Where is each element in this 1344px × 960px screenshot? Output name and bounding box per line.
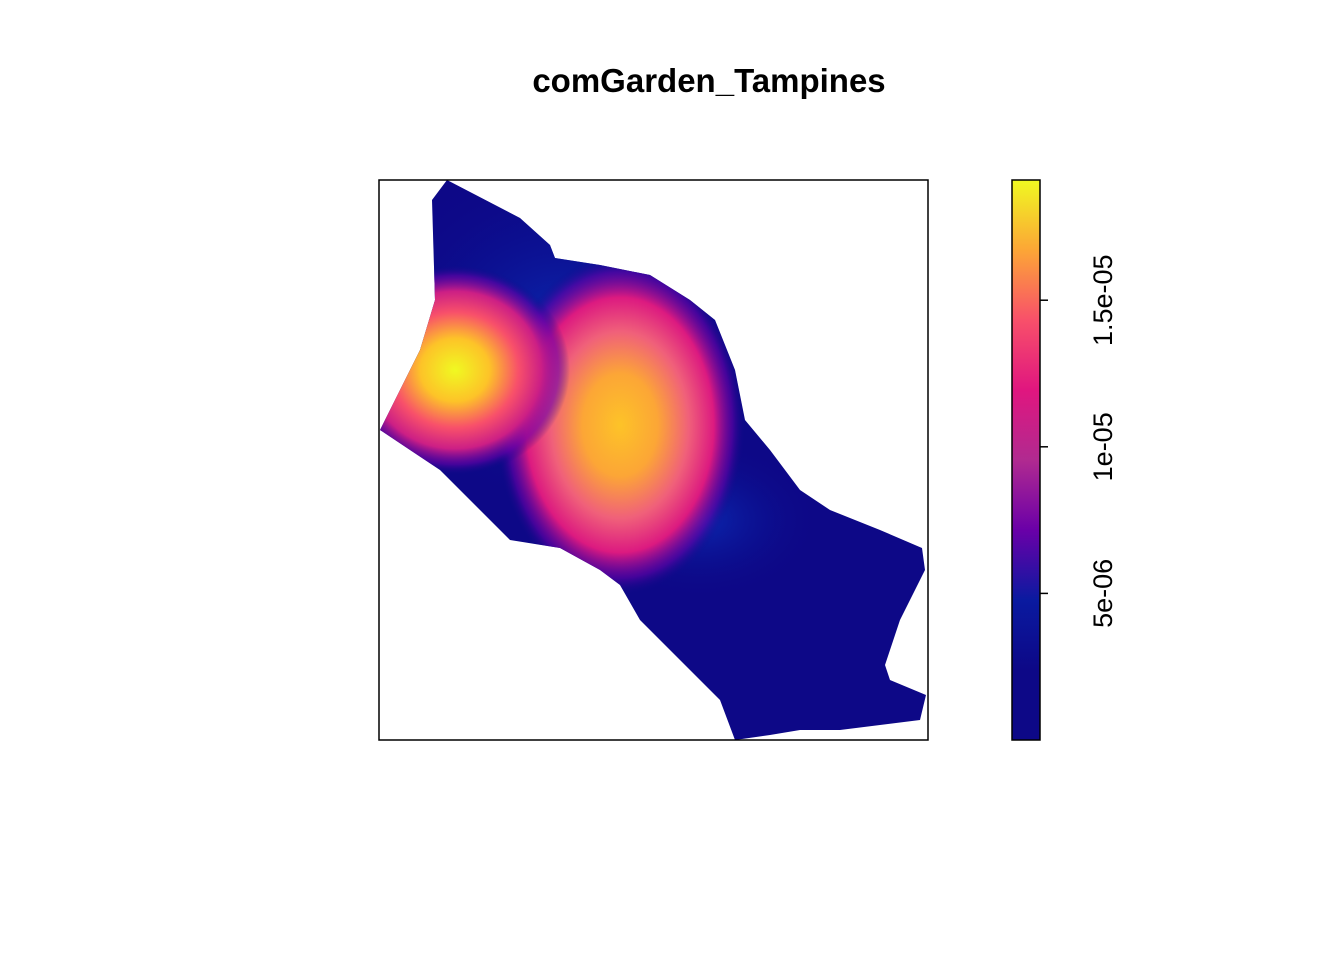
colorbar-tick-label: 1.5e-05: [1088, 254, 1118, 346]
colorbar-tick-label: 1e-05: [1088, 412, 1118, 481]
colorbar: [1011, 179, 1041, 741]
colorbar-tick-label: 5e-06: [1088, 559, 1118, 628]
chart-title: comGarden_Tampines: [532, 62, 885, 99]
density-hotspot: [380, 265, 570, 475]
density-surface: [380, 180, 926, 740]
plot-frame: [378, 179, 929, 741]
